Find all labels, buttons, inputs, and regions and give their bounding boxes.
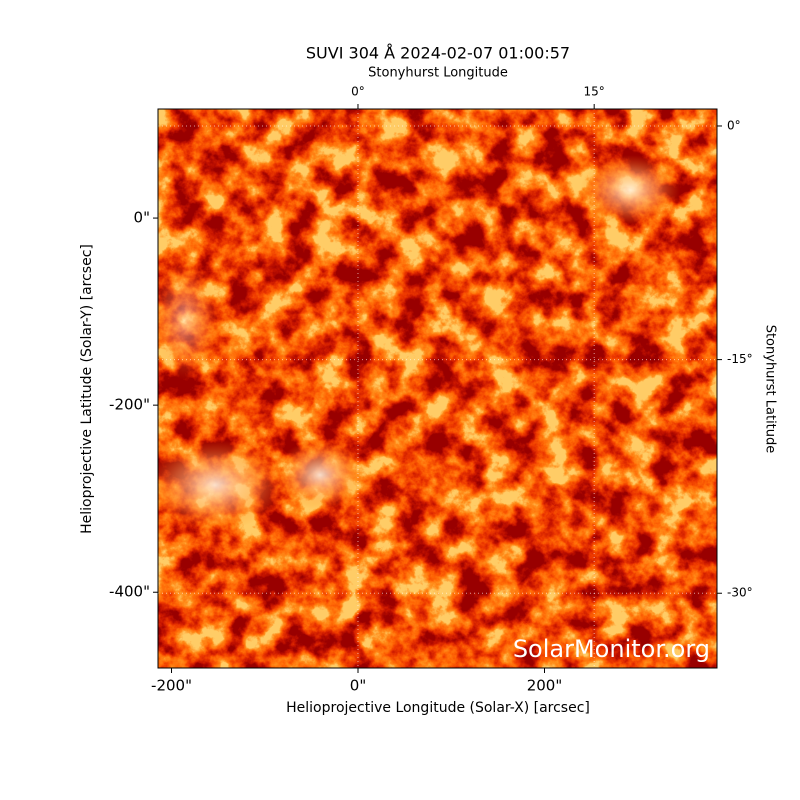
x-tick-label: -200" bbox=[151, 677, 192, 695]
y2-tick-label: -15° bbox=[727, 352, 753, 366]
bright-region bbox=[158, 260, 220, 380]
x-tick-label: 0" bbox=[350, 677, 366, 695]
y-axis-label: Helioprojective Latitude (Solar-Y) [arcs… bbox=[79, 244, 95, 534]
x2-tick-label: 15° bbox=[584, 85, 605, 99]
bright-region bbox=[580, 155, 680, 225]
bright-region bbox=[158, 440, 285, 530]
y-tick-label: 0" bbox=[134, 209, 150, 227]
y2-tick-label: -30° bbox=[727, 586, 753, 600]
chart-title: SUVI 304 Å 2024-02-07 01:00:57 bbox=[306, 44, 570, 63]
x-axis-label: Helioprojective Longitude (Solar-X) [arc… bbox=[286, 700, 590, 716]
y2-axis-label: Stonyhurst Latitude bbox=[763, 325, 778, 454]
x2-axis-label: Stonyhurst Longitude bbox=[368, 66, 508, 81]
bright-region bbox=[275, 440, 365, 510]
x2-tick-label: 0° bbox=[351, 85, 365, 99]
plot-frame bbox=[157, 108, 718, 669]
y-tick-label: -400" bbox=[109, 583, 150, 601]
y2-tick-label: 0° bbox=[727, 118, 741, 132]
y-tick-label: -200" bbox=[109, 396, 150, 414]
watermark: SolarMonitor.org bbox=[513, 635, 710, 663]
solar-image bbox=[158, 109, 717, 668]
x-tick-label: 200" bbox=[527, 677, 563, 695]
